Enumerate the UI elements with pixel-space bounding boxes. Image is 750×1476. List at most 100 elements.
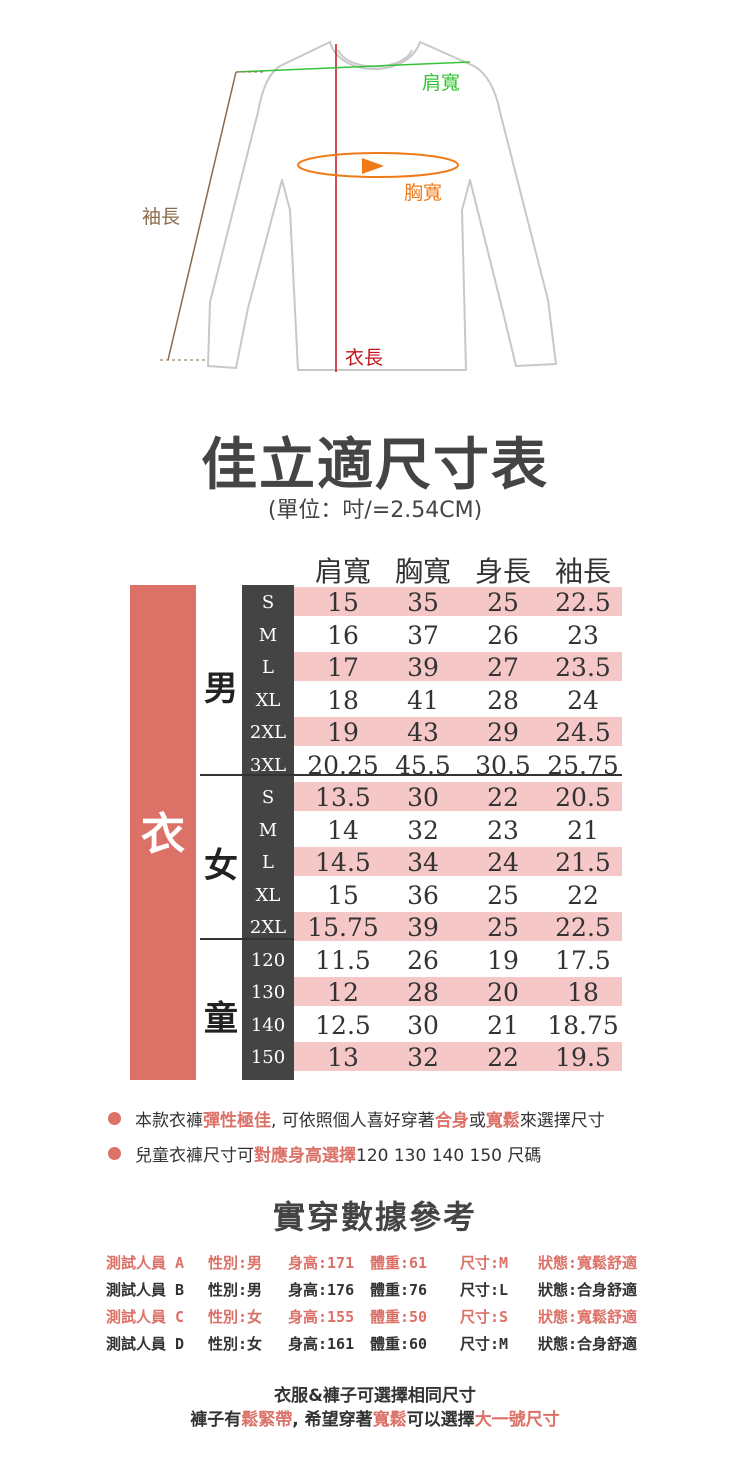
table-cell: 22 xyxy=(487,1043,519,1072)
table-cell: 16 xyxy=(327,620,359,650)
reference-status: 狀態:寬鬆舒適 xyxy=(538,1254,638,1272)
reference-tester: 測試人員 B xyxy=(106,1281,185,1299)
table-cell: 12 xyxy=(327,978,359,1007)
reference-weight: 體重:50 xyxy=(370,1308,428,1326)
reference-tester: 測試人員 D xyxy=(106,1335,185,1353)
reference-weight: 體重:61 xyxy=(370,1254,428,1272)
table-cell: 13 xyxy=(327,1043,359,1072)
table-cell: 25 xyxy=(487,588,519,617)
size-label: 3XL xyxy=(249,754,287,776)
reference-tester: 測試人員 C xyxy=(106,1308,185,1326)
reference-title: 實穿數據參考 xyxy=(272,1198,477,1236)
table-cell: 45.5 xyxy=(395,750,451,780)
size-label: 2XL xyxy=(249,722,287,743)
reference-gender: 性別:女 xyxy=(208,1308,263,1326)
table-cell: 30 xyxy=(407,1010,439,1040)
size-column xyxy=(242,585,294,1080)
table-cell: 30 xyxy=(407,783,439,812)
table-cell: 11.5 xyxy=(315,945,371,975)
reference-size: 尺寸:L xyxy=(460,1281,509,1299)
table-cell: 15.75 xyxy=(307,913,379,942)
row-highlight xyxy=(294,782,622,811)
reference-height: 身高:171 xyxy=(288,1254,355,1272)
table-cell: 39 xyxy=(407,653,439,682)
reference-weight: 體重:60 xyxy=(370,1335,428,1353)
table-cell: 14.5 xyxy=(315,848,371,877)
shoulder-label: 肩寬 xyxy=(422,72,460,94)
table-cell: 19 xyxy=(327,718,359,747)
shoulder-line xyxy=(235,61,471,73)
sleeve-label: 袖長 xyxy=(142,206,180,228)
group-label-kids: 童 xyxy=(204,999,238,1039)
table-cell: 18 xyxy=(567,978,599,1007)
reference-status: 狀態:合身舒適 xyxy=(538,1335,638,1353)
size-label: S xyxy=(261,592,275,613)
table-cell: 22 xyxy=(487,783,519,812)
table-cell: 17 xyxy=(327,653,359,682)
row-highlight xyxy=(294,977,622,1006)
reference-gender: 性別:男 xyxy=(208,1254,263,1272)
size-label: XL xyxy=(255,884,281,906)
table-cell: 15 xyxy=(327,588,359,617)
bullet-icon xyxy=(108,1112,121,1125)
table-cell: 32 xyxy=(407,815,439,845)
size-label: L xyxy=(262,852,274,873)
group-divider xyxy=(200,774,622,776)
table-cell: 30.5 xyxy=(475,750,531,780)
table-cell: 26 xyxy=(407,945,439,975)
note-kids: 兒童衣褲尺寸可 對應身高選擇 120 130 140 150 尺碼 xyxy=(108,1141,541,1166)
table-cell: 18.75 xyxy=(547,1010,619,1040)
table-cell: 25 xyxy=(487,880,519,910)
note-stretch: 本款衣褲 彈性極佳, 可依照個人喜好穿著 合身或寬鬆 來選擇尺寸 xyxy=(108,1106,605,1131)
reference-height: 身高:161 xyxy=(288,1335,355,1353)
size-label: 150 xyxy=(250,1047,286,1068)
table-cell: 18 xyxy=(327,685,359,715)
table-cell: 34 xyxy=(407,848,439,877)
size-label: 130 xyxy=(250,982,286,1003)
table-cell: 12.5 xyxy=(315,1010,371,1040)
table-cell: 41 xyxy=(407,685,439,715)
table-cell: 24.5 xyxy=(555,718,611,747)
group-label-men: 男 xyxy=(204,669,238,709)
table-cell: 24 xyxy=(487,848,519,877)
reference-status: 狀態:合身舒適 xyxy=(538,1281,638,1299)
table-cell: 19 xyxy=(487,945,519,975)
row-highlight xyxy=(294,847,622,876)
length-label: 衣長 xyxy=(345,347,383,369)
reference-size: 尺寸:M xyxy=(460,1254,509,1272)
table-cell: 23 xyxy=(487,815,519,845)
row-highlight xyxy=(294,912,622,941)
reference-weight: 體重:76 xyxy=(370,1281,428,1299)
garment-diagram: 肩寬 胸寬 袖長 衣長 xyxy=(142,41,557,372)
table-cell: 36 xyxy=(407,880,439,910)
chest-arrow-icon xyxy=(362,158,384,174)
table-cell: 21.5 xyxy=(555,848,611,877)
size-label: L xyxy=(262,657,274,678)
bullet-icon xyxy=(108,1147,121,1160)
table-cell: 22 xyxy=(567,880,599,910)
unit-note: (單位：吋/=2.54CM) xyxy=(267,498,483,523)
row-highlight xyxy=(294,1042,622,1071)
reference-size: 尺寸:M xyxy=(460,1335,509,1353)
size-label: 2XL xyxy=(249,917,287,938)
column-header-shoulder: 肩寬 xyxy=(314,555,371,588)
footer-line-1: 衣服&褲子可選擇相同尺寸 xyxy=(274,1386,476,1406)
table-cell: 13.5 xyxy=(315,783,371,812)
size-label: XL xyxy=(255,689,281,711)
page-title: 佳立適尺寸表 xyxy=(201,433,549,498)
table-cell: 15 xyxy=(327,880,359,910)
size-label: 140 xyxy=(250,1014,286,1036)
size-label: 120 xyxy=(250,949,286,971)
table-cell: 28 xyxy=(487,685,519,715)
table-cell: 21 xyxy=(567,815,599,845)
chest-ellipse xyxy=(297,152,459,178)
column-header-chest: 胸寬 xyxy=(394,555,451,588)
size-label: S xyxy=(261,787,275,808)
table-cell: 27 xyxy=(487,653,519,682)
table-cell: 39 xyxy=(407,913,439,942)
column-header-sleeve: 袖長 xyxy=(554,555,611,588)
row-highlight xyxy=(294,587,622,616)
table-cell: 25 xyxy=(487,913,519,942)
table-cell: 28 xyxy=(407,978,439,1007)
table-cell: 29 xyxy=(487,718,519,747)
